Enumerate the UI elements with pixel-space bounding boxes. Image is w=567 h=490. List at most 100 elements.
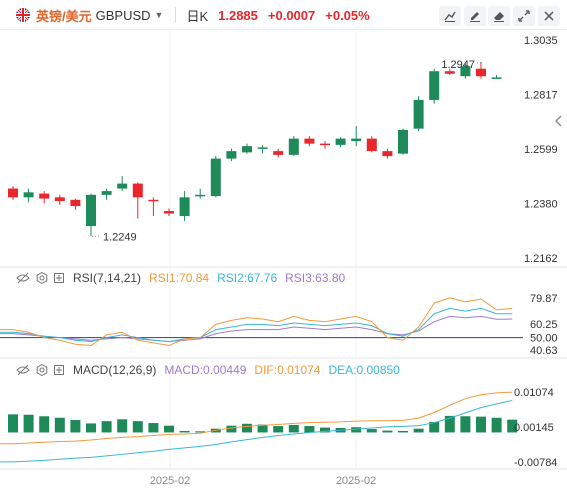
low-price-label: 1.2249: [103, 231, 137, 243]
chevron-down-icon[interactable]: ▼: [154, 10, 164, 20]
candle-body: [117, 183, 128, 189]
macd-histogram-bar: [148, 423, 159, 433]
date-axis-label: 2025-02: [150, 475, 190, 487]
candle-body: [148, 199, 159, 202]
rsi-axis-label: 60.25: [530, 319, 558, 331]
eye-slash-icon: [16, 272, 30, 284]
rsi-label[interactable]: RSI(7,14,21): [73, 271, 142, 285]
price-axis-label: 1.2162: [524, 253, 558, 265]
macd-histogram-bar: [507, 419, 518, 433]
dea-value: DEA:0.00850: [328, 363, 400, 377]
eraser-icon: [494, 12, 504, 22]
candle-body: [70, 199, 81, 207]
macd-histogram-bar: [226, 425, 237, 433]
collapse-panel-button[interactable]: [551, 110, 567, 132]
fullscreen-button[interactable]: [513, 6, 535, 26]
macd-histogram-bar: [8, 414, 18, 433]
symbol-bar: 英镑/美元 GBPUSD ▼ 日K 1.2885 +0.0007 +0.05%: [16, 6, 370, 24]
hide-indicator-button[interactable]: [16, 272, 30, 284]
uk-flag-icon: [16, 8, 30, 22]
candle-body: [288, 138, 299, 155]
price-change-pct: +0.05%: [325, 7, 370, 23]
macd-histogram-bar: [413, 428, 424, 433]
macd-histogram-bar: [132, 421, 143, 433]
plus-box-icon: [54, 365, 64, 375]
price-axis-label: 1.2599: [524, 144, 558, 156]
candle-body: [39, 193, 50, 199]
symbol-code[interactable]: GBPUSD: [95, 7, 151, 23]
macd-histogram-bar: [54, 417, 65, 433]
macd-histogram-bar: [351, 427, 362, 433]
macd-histogram-bar: [491, 417, 502, 433]
candle-body: [413, 99, 424, 129]
macd-histogram-bar: [288, 424, 299, 433]
rsi1-value: RSI1:70.84: [149, 271, 210, 285]
period-selector[interactable]: 日K: [186, 8, 209, 24]
macd-label[interactable]: MACD(12,26,9): [73, 363, 157, 377]
chart-toolbar: 英镑/美元 GBPUSD ▼ 日K 1.2885 +0.0007 +0.05%: [0, 0, 567, 30]
price-axis-label: 1.2817: [524, 89, 558, 101]
expand-indicator-button[interactable]: [54, 273, 64, 283]
candle-body: [366, 138, 377, 152]
high-price-label: 1.2947: [441, 59, 475, 71]
eraser-button[interactable]: [488, 6, 510, 26]
macd-axis-label: -0.00784: [514, 457, 557, 469]
candle-body: [460, 66, 471, 77]
macd-histogram-bar: [444, 415, 455, 433]
macd-histogram-bar: [429, 421, 440, 433]
rsi2-line: [0, 307, 513, 343]
candle-body: [242, 146, 252, 153]
indicator-settings-button[interactable]: [36, 364, 48, 376]
candle-body: [23, 192, 34, 198]
candle-body: [320, 143, 330, 146]
macd-histogram-bar: [320, 427, 330, 433]
rsi-axis-label: 40.63: [530, 345, 558, 357]
macd-histogram-bar: [398, 430, 408, 433]
eye-slash-icon: [16, 364, 30, 376]
candle-body: [398, 129, 408, 154]
rsi3-line: [0, 315, 513, 343]
macd-axis-label: 0.01074: [514, 387, 554, 399]
candle-body: [304, 138, 315, 144]
candle-body: [476, 68, 486, 77]
indicator-settings-button[interactable]: [36, 272, 48, 284]
macd-histogram-bar: [366, 429, 377, 433]
rsi-axis-label: 79.87: [530, 293, 558, 305]
rsi3-value: RSI3:63.80: [285, 271, 346, 285]
macd-histogram-bar: [164, 425, 174, 433]
close-button[interactable]: [538, 6, 560, 26]
line-tool-button[interactable]: [439, 6, 461, 26]
chevron-left-icon: [555, 115, 562, 127]
price-axis-label: 1.3035: [524, 35, 558, 47]
macd-histogram-bar: [23, 414, 34, 433]
candle-body: [132, 183, 143, 198]
macd-histogram-bar: [304, 426, 315, 433]
candle-body: [382, 151, 393, 157]
dea-line: [0, 399, 513, 463]
rsi-axis-label: 50.00: [530, 333, 558, 345]
macd-histogram-bar: [382, 430, 393, 433]
candle-body: [8, 188, 18, 198]
candle-body: [195, 194, 206, 197]
macd-histogram-bar: [70, 420, 81, 433]
rsi1-line: [0, 297, 513, 347]
rsi-legend: RSI(7,14,21) RSI1:70.84 RSI2:67.76 RSI3:…: [16, 270, 353, 286]
macd-value: MACD:0.00449: [164, 363, 247, 377]
candle-body: [54, 197, 65, 202]
draw-edit-button[interactable]: [464, 6, 486, 26]
hide-indicator-button[interactable]: [16, 364, 30, 376]
symbol-name-cn[interactable]: 英镑/美元: [36, 8, 92, 24]
close-icon: [544, 11, 554, 21]
candle-body: [335, 138, 346, 145]
candle-body: [444, 71, 455, 74]
candle-body: [491, 77, 502, 79]
last-price: 1.2885: [218, 7, 258, 23]
plus-box-icon: [54, 273, 64, 283]
candle-body: [86, 194, 96, 227]
price-axis-label: 1.2380: [524, 199, 558, 211]
macd-histogram-bar: [179, 430, 190, 433]
expand-indicator-button[interactable]: [54, 365, 64, 375]
candle-body: [226, 151, 237, 159]
macd-histogram-bar: [101, 421, 112, 433]
